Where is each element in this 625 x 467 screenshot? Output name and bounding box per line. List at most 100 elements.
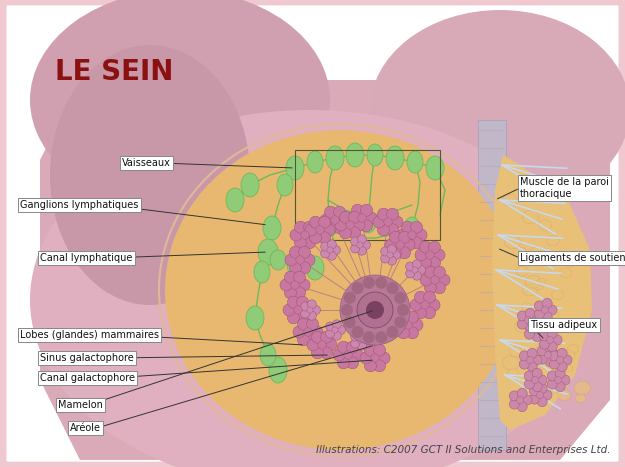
- Ellipse shape: [547, 305, 557, 315]
- Ellipse shape: [537, 383, 547, 393]
- Ellipse shape: [555, 368, 565, 378]
- Text: LE SEIN: LE SEIN: [55, 58, 173, 86]
- Ellipse shape: [525, 322, 535, 332]
- Ellipse shape: [531, 320, 542, 329]
- Ellipse shape: [351, 204, 364, 216]
- Ellipse shape: [545, 343, 555, 354]
- Ellipse shape: [324, 222, 336, 234]
- Text: Sinus galactophore: Sinus galactophore: [40, 353, 134, 363]
- Text: Ligaments de soutien: Ligaments de soutien: [520, 253, 625, 263]
- Ellipse shape: [434, 282, 446, 294]
- Ellipse shape: [386, 282, 399, 294]
- Ellipse shape: [307, 307, 313, 313]
- Ellipse shape: [412, 271, 421, 280]
- Ellipse shape: [316, 226, 324, 234]
- Ellipse shape: [331, 216, 339, 224]
- Ellipse shape: [362, 331, 375, 343]
- Ellipse shape: [538, 346, 548, 356]
- Bar: [295, 150, 440, 240]
- Ellipse shape: [535, 332, 551, 345]
- Ellipse shape: [552, 349, 569, 363]
- Ellipse shape: [509, 399, 519, 409]
- Ellipse shape: [524, 329, 534, 339]
- Ellipse shape: [421, 301, 429, 309]
- Ellipse shape: [301, 231, 309, 239]
- Ellipse shape: [301, 309, 309, 318]
- Ellipse shape: [545, 357, 555, 367]
- Ellipse shape: [410, 299, 422, 311]
- Ellipse shape: [323, 224, 335, 236]
- Ellipse shape: [433, 249, 445, 261]
- Ellipse shape: [291, 281, 299, 289]
- Ellipse shape: [568, 345, 578, 354]
- Ellipse shape: [542, 307, 559, 320]
- Ellipse shape: [398, 327, 409, 339]
- Ellipse shape: [332, 327, 338, 333]
- Ellipse shape: [527, 361, 537, 372]
- Ellipse shape: [536, 391, 544, 398]
- Ellipse shape: [529, 386, 539, 396]
- Ellipse shape: [299, 262, 311, 274]
- Ellipse shape: [556, 356, 564, 363]
- Ellipse shape: [351, 326, 364, 338]
- Ellipse shape: [542, 311, 552, 322]
- Ellipse shape: [532, 318, 542, 328]
- Ellipse shape: [327, 247, 333, 253]
- Ellipse shape: [328, 251, 336, 260]
- Ellipse shape: [550, 350, 560, 360]
- Ellipse shape: [388, 245, 396, 254]
- Ellipse shape: [518, 311, 528, 321]
- Ellipse shape: [254, 261, 270, 283]
- Ellipse shape: [304, 237, 316, 249]
- Ellipse shape: [547, 328, 557, 339]
- Ellipse shape: [541, 361, 550, 369]
- Ellipse shape: [542, 298, 552, 308]
- Ellipse shape: [284, 271, 296, 283]
- Ellipse shape: [537, 325, 547, 335]
- Ellipse shape: [576, 394, 586, 403]
- Ellipse shape: [349, 211, 361, 223]
- Ellipse shape: [296, 256, 304, 264]
- Text: Aréole: Aréole: [70, 423, 101, 433]
- Ellipse shape: [426, 156, 444, 180]
- Ellipse shape: [524, 321, 534, 331]
- Ellipse shape: [285, 254, 297, 266]
- Ellipse shape: [509, 347, 522, 356]
- Ellipse shape: [331, 246, 341, 255]
- Ellipse shape: [525, 308, 535, 318]
- Ellipse shape: [353, 219, 365, 231]
- Ellipse shape: [393, 319, 405, 331]
- Ellipse shape: [386, 146, 404, 170]
- Ellipse shape: [260, 344, 276, 366]
- Ellipse shape: [301, 304, 313, 316]
- Ellipse shape: [532, 332, 542, 342]
- Ellipse shape: [519, 359, 529, 369]
- Ellipse shape: [566, 260, 574, 267]
- Ellipse shape: [411, 237, 422, 249]
- Ellipse shape: [336, 325, 346, 334]
- Ellipse shape: [539, 331, 549, 341]
- Ellipse shape: [308, 311, 316, 320]
- Ellipse shape: [357, 246, 366, 255]
- Ellipse shape: [357, 242, 363, 248]
- Ellipse shape: [514, 320, 531, 333]
- Ellipse shape: [371, 354, 379, 362]
- Ellipse shape: [527, 348, 537, 358]
- Ellipse shape: [307, 151, 323, 173]
- Ellipse shape: [357, 337, 363, 343]
- Ellipse shape: [303, 254, 315, 266]
- Ellipse shape: [429, 241, 441, 253]
- Ellipse shape: [296, 312, 309, 324]
- Ellipse shape: [561, 350, 575, 361]
- Ellipse shape: [554, 376, 561, 383]
- Ellipse shape: [531, 376, 539, 383]
- Ellipse shape: [431, 276, 439, 284]
- Ellipse shape: [338, 214, 350, 226]
- Ellipse shape: [406, 311, 419, 323]
- Ellipse shape: [375, 277, 388, 289]
- Ellipse shape: [542, 339, 557, 351]
- Ellipse shape: [406, 262, 414, 271]
- Ellipse shape: [530, 247, 541, 256]
- Text: Muscle de la paroi
thoracique: Muscle de la paroi thoracique: [520, 177, 609, 199]
- Ellipse shape: [551, 290, 564, 300]
